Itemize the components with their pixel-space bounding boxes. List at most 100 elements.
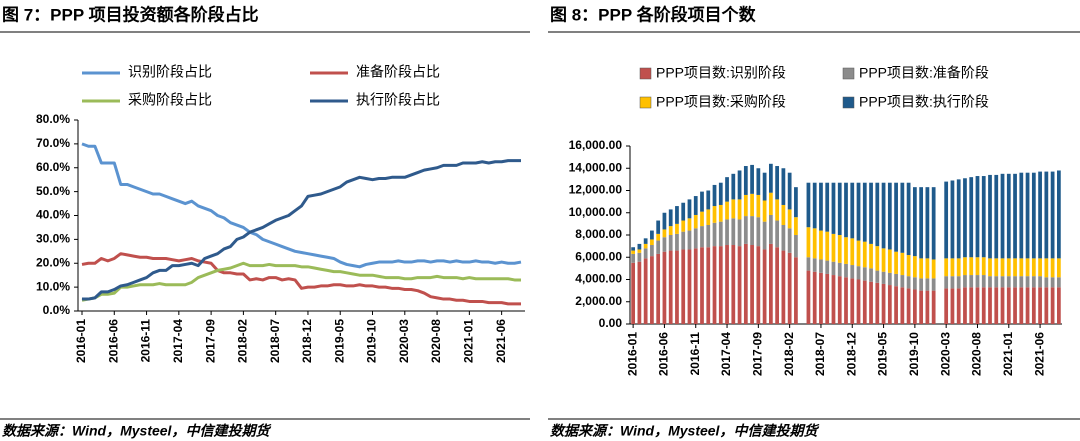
bar-segment [631, 247, 636, 251]
bar-segment [1019, 287, 1024, 324]
bar-segment [837, 182, 842, 235]
bar-segment [737, 246, 742, 324]
bar-segment [750, 164, 754, 194]
y-tick-label: 6,000.00 [575, 249, 622, 263]
bar-segment [1056, 170, 1061, 259]
bar-segment [906, 255, 911, 277]
x-tick-label: 2019-10 [365, 319, 379, 363]
chart-title: 图 8：PPP 各阶段项目个数 [550, 4, 757, 24]
bar-segment [687, 230, 692, 250]
x-tick-label: 2018-07 [813, 332, 827, 376]
bar-segment [900, 182, 905, 253]
x-tick-label: 2020-08 [970, 332, 984, 376]
bar-segment [988, 258, 992, 277]
bar-segment [650, 245, 654, 257]
bar-segment [1056, 277, 1061, 288]
bar-segment [1006, 276, 1011, 288]
bar-segment [681, 231, 686, 250]
bar-segment [787, 252, 792, 324]
bar-segment [994, 174, 999, 259]
bar-segment [706, 190, 711, 210]
bar-segment [775, 199, 780, 221]
bar-segment [737, 199, 742, 220]
bar-segment [693, 196, 698, 215]
legend-swatch [639, 96, 652, 109]
bar-segment [781, 204, 786, 225]
bar-segment [1019, 172, 1024, 259]
bar-segment [1044, 258, 1049, 278]
bar-segment [969, 177, 974, 258]
bar-segment [693, 248, 698, 324]
x-tick-label: 2016-06 [657, 332, 671, 376]
bar-segment [919, 258, 924, 279]
x-tick-label: 2021-06 [1032, 332, 1046, 376]
bar-segment [731, 218, 736, 246]
bar-segment [787, 172, 792, 210]
bar-segment [862, 241, 867, 268]
bar-segment [743, 216, 748, 244]
x-tick-label: 2020-03 [397, 319, 411, 363]
y-tick-label: 10.0% [36, 279, 70, 293]
bar-segment [662, 251, 667, 324]
bar-segment [631, 250, 636, 254]
bar-segment [900, 252, 905, 276]
bar-segment [762, 221, 767, 250]
bar-segment [963, 275, 967, 288]
bar-segment [988, 174, 992, 259]
bar-segment [743, 166, 748, 195]
legend-label: 采购阶段占比 [128, 92, 212, 108]
bar-segment [906, 288, 911, 324]
bar-segment [1038, 258, 1042, 277]
bar-segment [1050, 277, 1055, 288]
bar-segment [1000, 258, 1005, 277]
bar-segment [944, 181, 949, 259]
bar-segment [681, 202, 686, 221]
bar-segment [725, 245, 729, 324]
bar-segment [756, 194, 761, 218]
bar-segment [631, 253, 636, 263]
bar-segment [794, 257, 798, 324]
bar-segment [1056, 258, 1061, 278]
bar-segment [950, 288, 955, 324]
x-tick-label: 2018-02 [236, 319, 250, 363]
legend-label: 识别阶段占比 [128, 64, 212, 80]
bar-segment [1031, 258, 1036, 277]
bar-segment [894, 286, 898, 324]
bar-segment [956, 179, 961, 259]
legend-swatch [639, 67, 652, 80]
bar-segment [662, 237, 667, 252]
bar-segment [725, 219, 729, 246]
bar-segment [856, 240, 861, 267]
bar-segment [750, 245, 754, 324]
bar-segment [825, 273, 830, 324]
bar-segment [988, 276, 992, 288]
bar-segment [869, 243, 873, 269]
bar-segment [1031, 276, 1036, 288]
bar-segment [781, 224, 786, 251]
bar-segment [963, 178, 967, 258]
bar-segment [768, 243, 773, 324]
bar-segment [975, 176, 980, 258]
bar-segment [687, 218, 692, 231]
bar-segment [675, 233, 679, 251]
y-tick-label: 40.0% [36, 208, 70, 222]
bar-segment [919, 187, 924, 259]
bar-segment [1006, 287, 1011, 324]
bar-segment [781, 168, 786, 205]
x-tick-label: 2017-04 [171, 319, 185, 363]
legend-swatch [842, 67, 855, 80]
bar-segment [675, 250, 679, 324]
bar-segment [844, 277, 848, 324]
bar-segment [656, 233, 661, 241]
bar-segment [844, 263, 848, 278]
x-tick-label: 2016-11 [139, 319, 153, 363]
legend-label: 执行阶段占比 [356, 92, 440, 108]
bar-segment [963, 287, 967, 324]
bar-segment [812, 271, 817, 324]
x-tick-label: 2018-02 [782, 332, 796, 376]
bar-segment [963, 257, 967, 276]
bar-segment [950, 276, 955, 289]
bar-segment [1050, 258, 1055, 278]
source-note: 数据来源：Wind，Mysteel，中信建投期货 [2, 423, 271, 439]
